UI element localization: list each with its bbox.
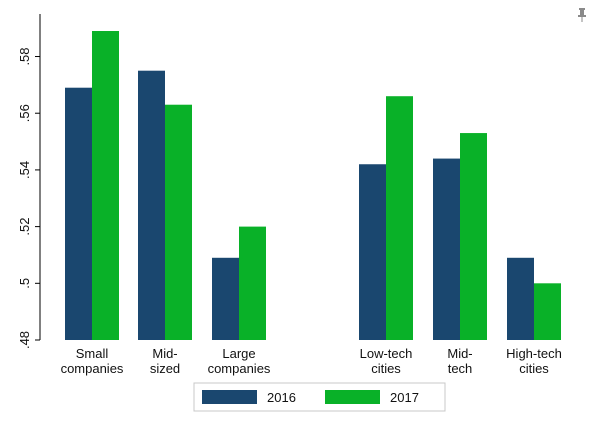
x-axis-labels: SmallcompaniesMid-sizedLargecompaniesLow… [61, 346, 562, 376]
x-tick-label: tech [448, 361, 473, 376]
x-tick-label: companies [61, 361, 124, 376]
y-tick-label: .5 [17, 278, 32, 289]
bar-2017-3 [386, 96, 413, 340]
y-axis: .48 .5 .52 .54 .56 .58 [17, 14, 41, 349]
bar-2016-1 [138, 70, 165, 341]
legend-label-2016: 2016 [267, 390, 296, 405]
x-tick-label: cities [371, 361, 401, 376]
x-tick-label: cities [519, 361, 549, 376]
x-tick-label: Low-tech [360, 346, 413, 361]
legend: 2016 2017 [193, 382, 446, 412]
bar-2017-5 [534, 283, 561, 340]
bar-2016-2 [212, 257, 239, 340]
x-tick-label: Mid- [152, 346, 177, 361]
y-tick-label: .56 [17, 104, 32, 122]
x-tick-label: Small [76, 346, 109, 361]
bar-2017-2 [239, 226, 266, 340]
legend-label-2017: 2017 [390, 390, 419, 405]
x-tick-label: companies [208, 361, 271, 376]
bar-2016-4 [433, 158, 460, 340]
y-tick-label: .54 [17, 161, 32, 179]
bar-2016-5 [507, 257, 534, 340]
bar-2017-4 [460, 133, 487, 340]
bar-2017-1 [165, 104, 192, 340]
bar-2016-3 [359, 164, 386, 340]
x-tick-label: High-tech [506, 346, 562, 361]
bar-2016-0 [65, 87, 92, 340]
legend-box [193, 382, 446, 412]
pin-icon[interactable] [578, 8, 586, 22]
bar-2017-0 [92, 31, 119, 340]
legend-swatch-2017 [325, 390, 380, 404]
y-tick-label: .52 [17, 218, 32, 236]
x-tick-label: sized [150, 361, 180, 376]
bars [65, 31, 561, 341]
x-tick-label: Large [222, 346, 255, 361]
legend-swatch-2016 [202, 390, 257, 404]
y-tick-label: .48 [17, 331, 32, 349]
x-tick-label: Mid- [447, 346, 472, 361]
y-tick-label: .58 [17, 47, 32, 65]
